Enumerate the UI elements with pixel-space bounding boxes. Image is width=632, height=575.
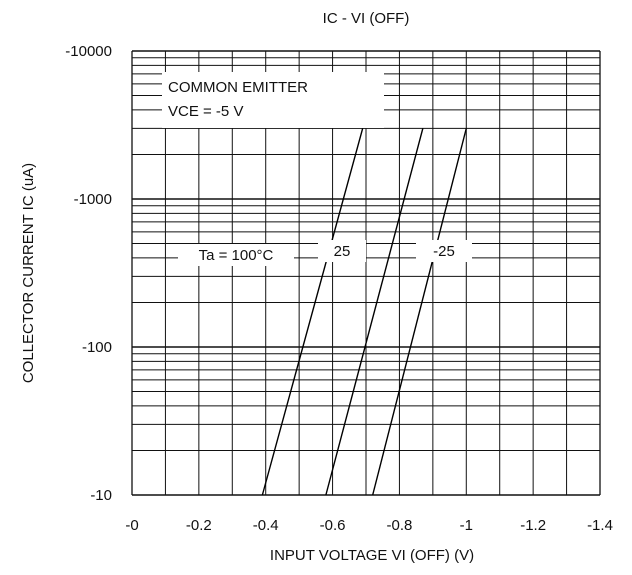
x-tick-label: -0.2 bbox=[186, 517, 212, 534]
y-axis-label: COLLECTOR CURRENT IC (uA) bbox=[20, 163, 37, 383]
series-label: Ta = 100°C bbox=[199, 247, 274, 264]
series-line bbox=[325, 128, 424, 496]
series-label-bg bbox=[318, 240, 366, 262]
series-label-bg bbox=[178, 244, 294, 266]
x-axis-label: INPUT VOLTAGE VI (OFF) (V) bbox=[270, 547, 474, 564]
annotation-text: COMMON EMITTER bbox=[168, 79, 308, 96]
x-tick-label: -1.4 bbox=[587, 517, 613, 534]
annotations: COMMON EMITTER VCE = -5 V bbox=[162, 72, 384, 128]
y-tick-label: -10 bbox=[90, 487, 112, 504]
series-line bbox=[261, 128, 364, 496]
y-tick-label: -10000 bbox=[65, 43, 112, 60]
series-label: -25 bbox=[433, 243, 455, 260]
x-tick-label: -0 bbox=[125, 517, 138, 534]
series-label: 25 bbox=[334, 243, 351, 260]
x-tick-label: -0.8 bbox=[386, 517, 412, 534]
x-tick-label: -1.2 bbox=[520, 517, 546, 534]
series-label-bg bbox=[416, 240, 472, 262]
annotation-bg bbox=[162, 72, 384, 128]
x-ticks: -0 -0.2 -0.4 -0.6 -0.8 -1 -1.2 -1.4 bbox=[125, 517, 613, 534]
annotation-text: VCE = -5 V bbox=[168, 103, 243, 120]
x-tick-label: -0.6 bbox=[320, 517, 346, 534]
chart-title: IC - VI (OFF) bbox=[323, 10, 410, 27]
series-labels: Ta = 100°C 25 -25 bbox=[178, 240, 472, 266]
x-tick-label: -1 bbox=[460, 517, 473, 534]
x-tick-label: -0.4 bbox=[253, 517, 279, 534]
series-lines bbox=[261, 128, 467, 496]
series-line bbox=[372, 128, 467, 496]
y-ticks: -10 -100 -1000 -10000 bbox=[65, 43, 112, 504]
y-tick-label: -100 bbox=[82, 339, 112, 356]
y-tick-label: -1000 bbox=[74, 191, 112, 208]
